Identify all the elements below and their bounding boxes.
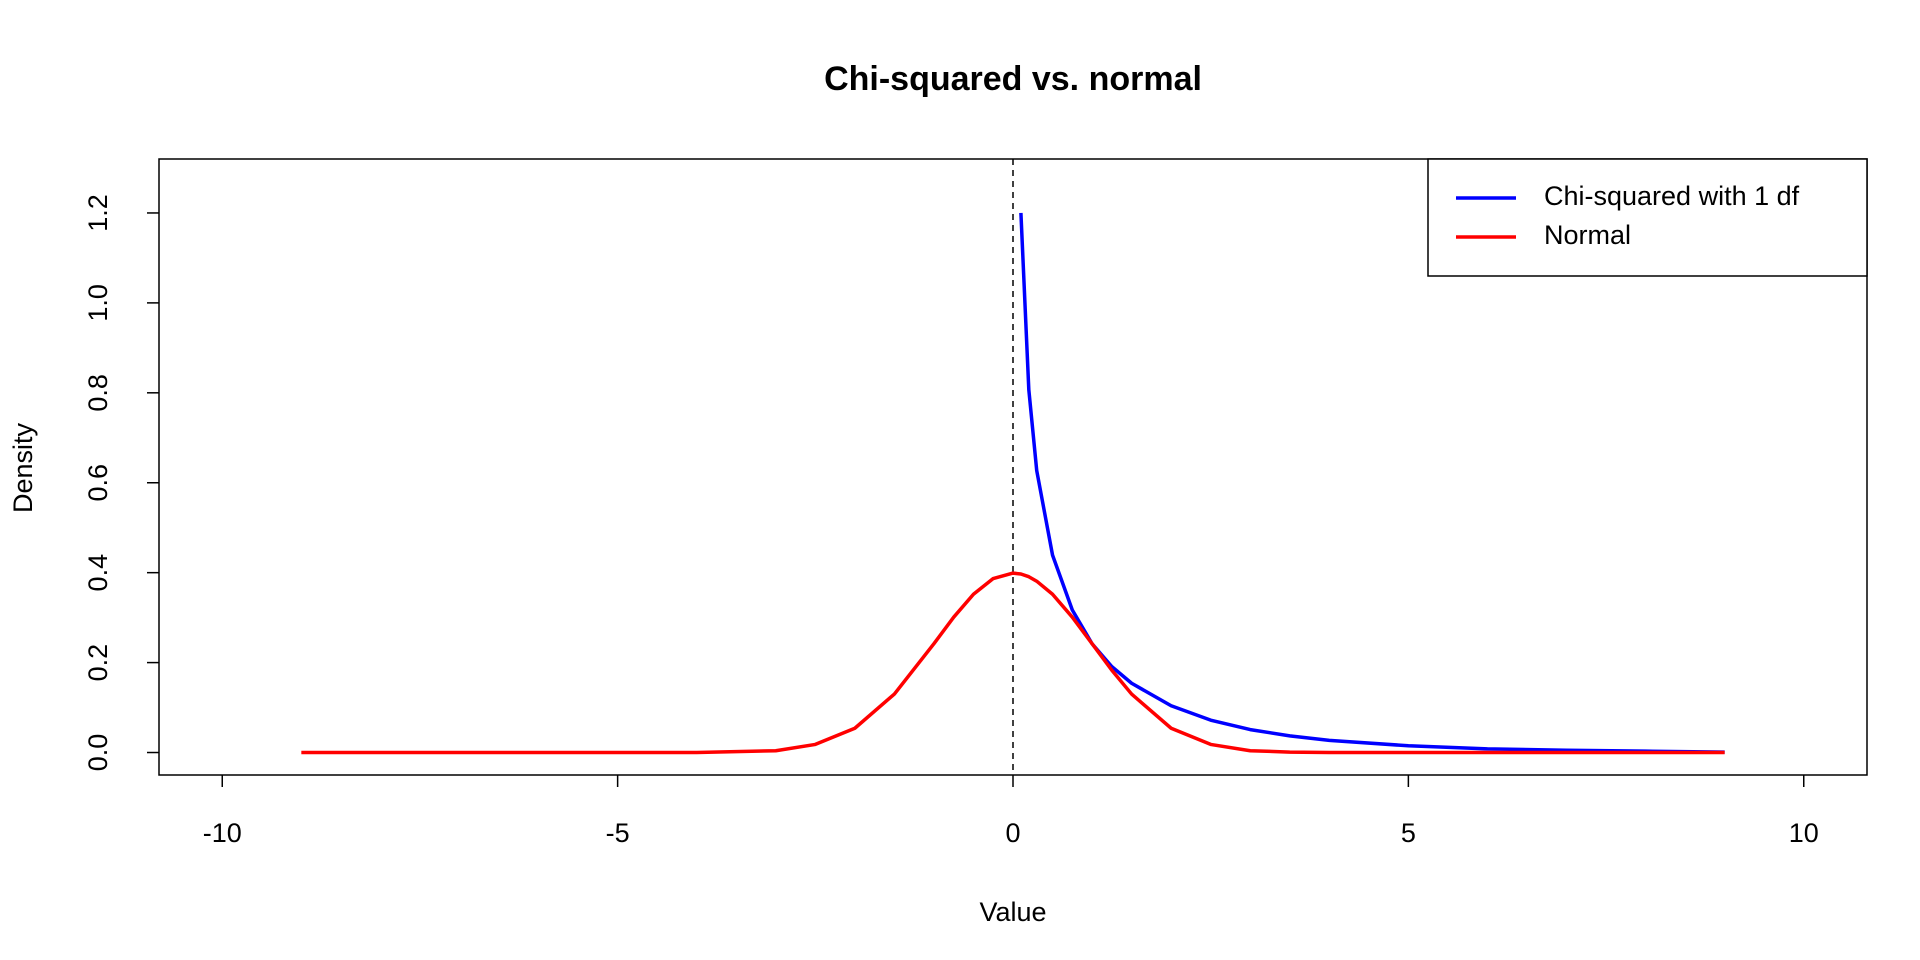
y-tick-label: 0.0 <box>83 734 113 772</box>
x-tick-label: -10 <box>203 818 242 848</box>
chart-title: Chi-squared vs. normal <box>824 60 1202 98</box>
x-tick-label: 10 <box>1789 818 1819 848</box>
y-tick-label: 1.2 <box>83 194 113 232</box>
x-tick-label: -5 <box>606 818 630 848</box>
y-tick-label: 1.0 <box>83 284 113 322</box>
y-tick-label: 0.4 <box>83 554 113 592</box>
x-tick-label: 0 <box>1005 818 1020 848</box>
legend-label: Chi-squared with 1 df <box>1544 181 1800 211</box>
legend-label: Normal <box>1544 220 1631 250</box>
series-line <box>301 571 1725 755</box>
y-axis-label: Density <box>8 422 38 513</box>
legend-box <box>1427 158 1868 277</box>
x-tick-label: 5 <box>1401 818 1416 848</box>
series-line <box>1019 212 1725 754</box>
x-axis-label: Value <box>979 897 1046 927</box>
y-tick-label: 0.6 <box>83 464 113 502</box>
y-tick-label: 0.2 <box>83 644 113 682</box>
y-tick-label: 0.8 <box>83 374 113 412</box>
